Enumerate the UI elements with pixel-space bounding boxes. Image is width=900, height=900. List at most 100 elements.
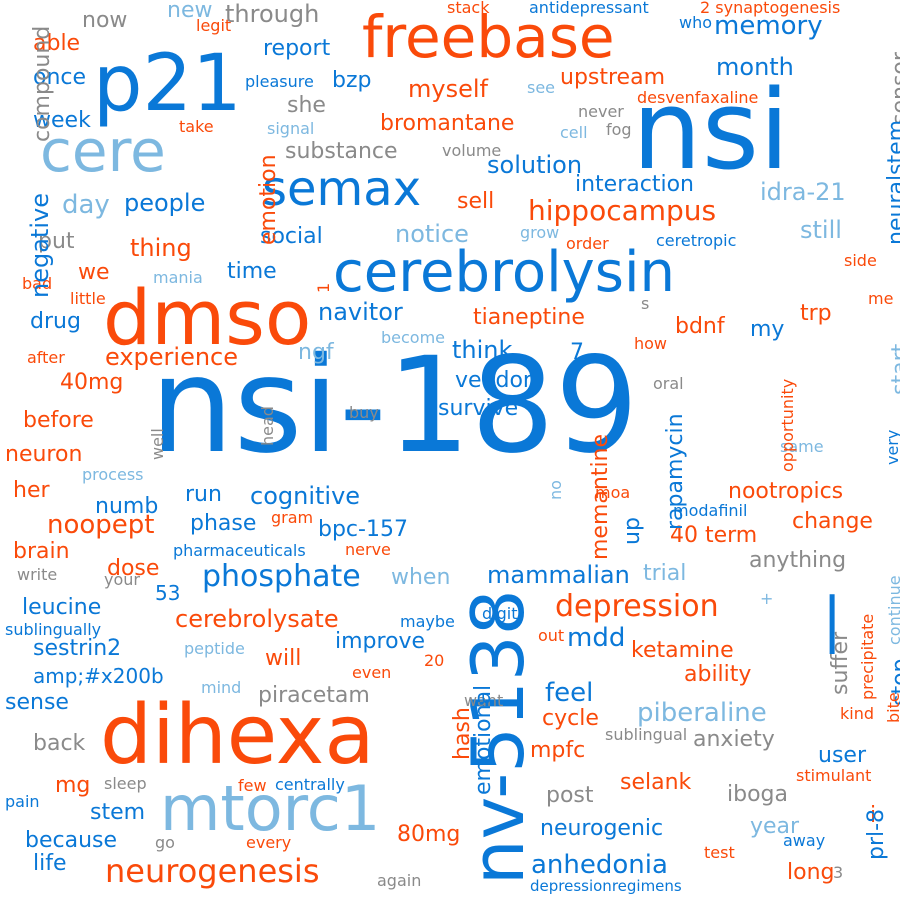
cloud-word: bad — [22, 274, 53, 293]
cloud-word: little — [70, 289, 106, 308]
cloud-word: stem — [90, 800, 146, 825]
cloud-word: sensor — [888, 52, 900, 125]
cloud-word: rapamycin — [663, 413, 688, 530]
cloud-word: peptide — [184, 639, 245, 658]
cloud-word: myself — [408, 75, 488, 103]
cloud-word: we — [78, 260, 110, 285]
cloud-word: mania — [153, 268, 203, 287]
cloud-word: same — [780, 437, 824, 456]
cloud-word: she — [287, 93, 326, 118]
cloud-word: head — [258, 406, 277, 446]
cloud-word: now — [82, 8, 128, 33]
cloud-word: cognitive — [250, 482, 361, 510]
cloud-word: before — [23, 408, 94, 433]
cloud-word: user — [818, 743, 866, 768]
cloud-word: vendor — [455, 368, 532, 393]
cloud-word: through — [225, 0, 320, 28]
cloud-word: who — [679, 13, 713, 32]
cloud-word: week — [33, 108, 91, 133]
cloud-word: depressionregimens — [530, 877, 682, 895]
cloud-word: fog — [606, 120, 632, 139]
cloud-word: dihexa — [100, 688, 375, 783]
cloud-word: cere — [40, 117, 166, 185]
cloud-word: report — [263, 36, 331, 61]
cloud-word: your — [104, 570, 140, 589]
cloud-word: | — [822, 585, 843, 655]
cloud-word: solution — [487, 151, 583, 179]
cloud-word: bdnf — [675, 314, 725, 339]
cloud-word: sell — [457, 189, 495, 214]
cloud-word: up — [620, 517, 645, 545]
cloud-word: once — [33, 65, 87, 90]
cloud-word: selank — [620, 770, 692, 795]
cloud-word: out — [538, 626, 565, 645]
cloud-word: again — [377, 871, 422, 890]
cloud-word: neuralstem — [884, 119, 900, 245]
cloud-word: bromantane — [380, 111, 515, 136]
cloud-word: precipitate — [858, 613, 877, 700]
cloud-word: hippocampus — [528, 194, 717, 227]
cloud-word: nerve — [345, 540, 391, 559]
cloud-word: cerebrolysate — [175, 605, 339, 633]
cloud-word: 40mg — [60, 370, 124, 395]
cloud-word: my — [750, 317, 785, 342]
cloud-word: want — [464, 691, 504, 710]
cloud-word: feel — [545, 678, 594, 708]
cloud-word: test — [704, 843, 735, 862]
cloud-word: i — [870, 803, 877, 828]
cloud-word: mg — [55, 773, 91, 798]
cloud-word: volume — [442, 141, 502, 160]
cloud-word: become — [381, 328, 446, 347]
cloud-word: buy — [349, 403, 379, 422]
cloud-word: prl-8 — [864, 808, 889, 860]
cloud-word: experience — [105, 343, 239, 371]
cloud-word: ability — [684, 662, 752, 687]
cloud-word: 1 — [314, 282, 333, 293]
cloud-word: cycle — [542, 706, 599, 731]
cloud-word: nootropics — [728, 479, 844, 504]
cloud-word: pleasure — [245, 72, 314, 91]
cloud-word: improve — [335, 629, 426, 654]
cloud-word: bite — [884, 692, 900, 723]
cloud-word: oral — [653, 374, 684, 393]
cloud-word: side — [844, 251, 877, 270]
cloud-word: bpc-157 — [318, 517, 408, 542]
cloud-word: negative — [26, 193, 54, 298]
cloud-word: will — [265, 646, 302, 671]
cloud-word: mpfc — [530, 738, 586, 763]
cloud-word: thing — [130, 234, 192, 262]
cloud-word: after — [27, 348, 65, 367]
cloud-word: life — [33, 851, 67, 876]
cloud-word: every — [246, 833, 292, 852]
cloud-word: run — [185, 482, 222, 507]
cloud-word: month — [716, 53, 794, 81]
cloud-word: 3 — [833, 863, 844, 882]
cloud-word: tianeptine — [473, 305, 585, 330]
cloud-word: day — [62, 190, 110, 220]
cloud-word: even — [352, 663, 392, 682]
cloud-word: phase — [190, 511, 257, 536]
cloud-word: sublingually — [5, 620, 102, 639]
cloud-word: start — [888, 343, 900, 395]
cloud-word: order — [566, 234, 609, 253]
cloud-word: depression — [555, 589, 719, 624]
cloud-word: see — [527, 78, 556, 97]
cloud-word: memantine — [588, 433, 613, 560]
cloud-word: interaction — [575, 172, 694, 197]
cloud-word: bzp — [332, 68, 372, 93]
cloud-word: 80mg — [397, 822, 461, 847]
cloud-word: 53 — [155, 581, 181, 605]
cloud-word: 7 — [570, 340, 584, 365]
cloud-word: survive — [438, 396, 519, 421]
cloud-word: pain — [5, 792, 40, 811]
cloud-word: well — [148, 428, 167, 460]
cloud-word: freebase — [362, 3, 615, 71]
cloud-word: pharmaceuticals — [173, 541, 306, 560]
cloud-word: modafinil — [673, 501, 748, 520]
cloud-word: amp;#x200b — [33, 664, 164, 688]
cloud-word: opportunity — [778, 378, 797, 472]
cloud-word: take — [179, 117, 214, 136]
cloud-word: ceretropic — [656, 231, 737, 250]
cloud-word: emotion — [256, 154, 281, 245]
cloud-word: hash — [450, 707, 475, 760]
